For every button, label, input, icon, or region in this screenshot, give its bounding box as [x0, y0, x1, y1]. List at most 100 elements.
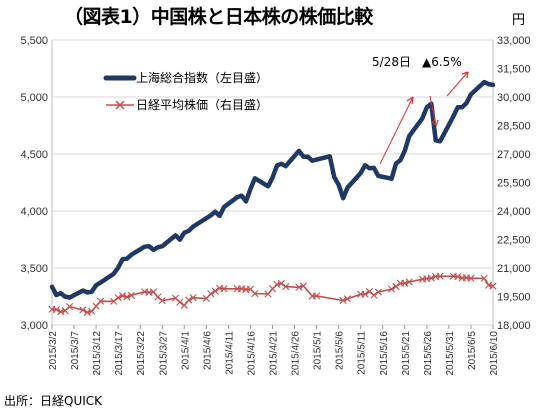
nikkei-point-marker: [361, 290, 369, 298]
nikkei-point-marker: [436, 272, 444, 280]
x-axis-ticks: 2015/3/2 2015/3/7 2015/3/12 2015/3/17 2015/3…: [48, 325, 500, 376]
nikkei-point-marker: [154, 293, 162, 301]
nikkei-point-marker: [207, 290, 215, 298]
x-tick-label: 2015/4/6: [202, 331, 213, 370]
left-tick-label: 5,500: [20, 35, 48, 47]
nikkei-point-marker: [211, 287, 219, 295]
arrow-rise-1-head: [406, 96, 414, 105]
nikkei-point-marker: [427, 274, 435, 282]
nikkei-point-marker: [66, 302, 74, 311]
nikkei-point-marker: [251, 290, 259, 298]
nikkei-point-marker: [180, 301, 188, 309]
series-line-nikkei: [51, 275, 494, 314]
nikkei-point-marker: [189, 294, 197, 302]
nikkei-point-marker: [277, 279, 285, 288]
nikkei-point-marker: [339, 296, 347, 305]
series-line-shanghai: [49, 79, 496, 300]
right-tick-label: 22,500: [497, 235, 531, 247]
nikkei-point-marker: [83, 308, 91, 316]
left-tick-label: 4,500: [20, 149, 48, 161]
right-tick-label: 30,000: [497, 92, 531, 104]
nikkei-point-marker: [405, 278, 413, 286]
source-note: 出所：日経QUICK: [4, 394, 103, 408]
x-tick-label: 2015/5/16: [379, 331, 390, 376]
x-tick-label: 2015/4/21: [269, 331, 280, 376]
nikkei-point-marker: [295, 283, 303, 291]
legend-label-nikkei: 日経平均株価（右目盛）: [136, 97, 268, 112]
nikkei-point-marker: [273, 280, 281, 289]
x-tick-label: 2015/3/2: [48, 331, 59, 370]
x-tick-label: 2015/3/12: [92, 331, 103, 376]
legend-label-shanghai: 上海総合指数（左目盛）: [136, 70, 268, 85]
arrow-fall-head: [431, 119, 439, 127]
right-axis-unit: 円: [512, 13, 526, 28]
x-tick-label: 2015/4/1: [180, 331, 191, 370]
arrow-fall: [429, 95, 437, 127]
nikkei-point-marker: [114, 294, 122, 302]
nikkei-point-marker: [313, 292, 321, 300]
left-tick-label: 4,000: [20, 206, 48, 218]
right-tick-label: 31,500: [497, 64, 531, 76]
x-tick-label: 2015/3/17: [114, 331, 125, 376]
nikkei-point-marker: [110, 297, 118, 305]
right-tick-label: 19,500: [497, 292, 531, 304]
annotation-date: 5/28日: [372, 55, 411, 69]
left-tick-label: 5,000: [20, 92, 48, 104]
right-axis-ticks: 18,000 19,500 21,000 22,500 24,000 25,500 27,0…: [497, 35, 531, 332]
nikkei-point-marker: [158, 296, 166, 305]
x-tick-label: 2015/5/6: [335, 331, 346, 370]
nikkei-point-marker: [96, 297, 105, 305]
nikkei-point-marker: [282, 283, 290, 291]
annotation-change: ▲6.5%: [422, 55, 462, 69]
arrow-rise-1: [379, 96, 414, 165]
arrow-rise-2: [446, 71, 469, 97]
x-tick-label: 2015/5/11: [357, 331, 368, 375]
annotations: 5/28日 ▲6.5%: [372, 55, 469, 165]
nikkei-point-marker: [220, 285, 228, 293]
x-tick-label: 2015/5/26: [423, 331, 434, 376]
right-tick-label: 33,000: [497, 35, 531, 47]
nikkei-point-marker: [392, 282, 400, 291]
x-tick-label: 2015/4/16: [246, 331, 257, 376]
right-tick-label: 27,000: [497, 149, 531, 161]
x-tick-label: 2015/6/5: [467, 331, 478, 370]
nikkei-point-marker: [454, 273, 462, 281]
nikkei-point-marker: [489, 282, 497, 290]
legend: 上海総合指数（左目盛） 日経平均株価（右目盛）: [103, 70, 268, 112]
nikkei-point-marker: [485, 281, 493, 289]
legend-marker-nikkei: [115, 100, 125, 110]
right-tick-label: 28,500: [497, 121, 531, 133]
left-tick-label: 3,500: [20, 263, 48, 275]
series-layer: [48, 79, 497, 316]
x-tick-label: 2015/3/22: [136, 331, 147, 376]
nikkei-point-marker: [52, 305, 60, 314]
x-tick-label: 2015/4/26: [291, 331, 302, 376]
nikkei-point-marker: [185, 296, 193, 304]
nikkei-point-marker: [149, 288, 158, 296]
x-tick-label: 2015/5/31: [445, 331, 456, 376]
x-tick-label: 2015/6/10: [489, 331, 500, 376]
nikkei-point-marker: [343, 295, 352, 303]
nikkei-point-marker: [374, 288, 382, 296]
nikkei-point-marker: [264, 290, 272, 298]
nikkei-point-marker: [370, 291, 378, 299]
nikkei-point-marker: [467, 274, 475, 282]
x-tick-label: 2015/3/27: [158, 331, 169, 376]
right-tick-label: 24,000: [497, 206, 531, 218]
nikkei-point-marker: [480, 274, 488, 282]
nikkei-point-marker: [123, 293, 131, 301]
nikkei-point-marker: [387, 285, 396, 293]
x-tick-label: 2015/5/21: [401, 331, 412, 376]
left-tick-label: 3,000: [20, 320, 48, 332]
nikkei-point-marker: [299, 282, 307, 290]
x-tick-label: 2015/3/7: [70, 331, 81, 370]
x-tick-label: 2015/4/11: [224, 331, 235, 375]
chart-title: （図表1）中国株と日本株の株価比較: [64, 6, 373, 28]
nikkei-point-marker: [79, 306, 87, 314]
nikkei-point-marker: [118, 292, 127, 300]
right-tick-label: 21,000: [497, 263, 531, 275]
arrow-rise-2-head: [461, 71, 469, 79]
left-axis-ticks: 3,000 3,500 4,000 4,500 5,000 5,500: [20, 35, 48, 332]
nikkei-point-marker: [127, 291, 135, 299]
